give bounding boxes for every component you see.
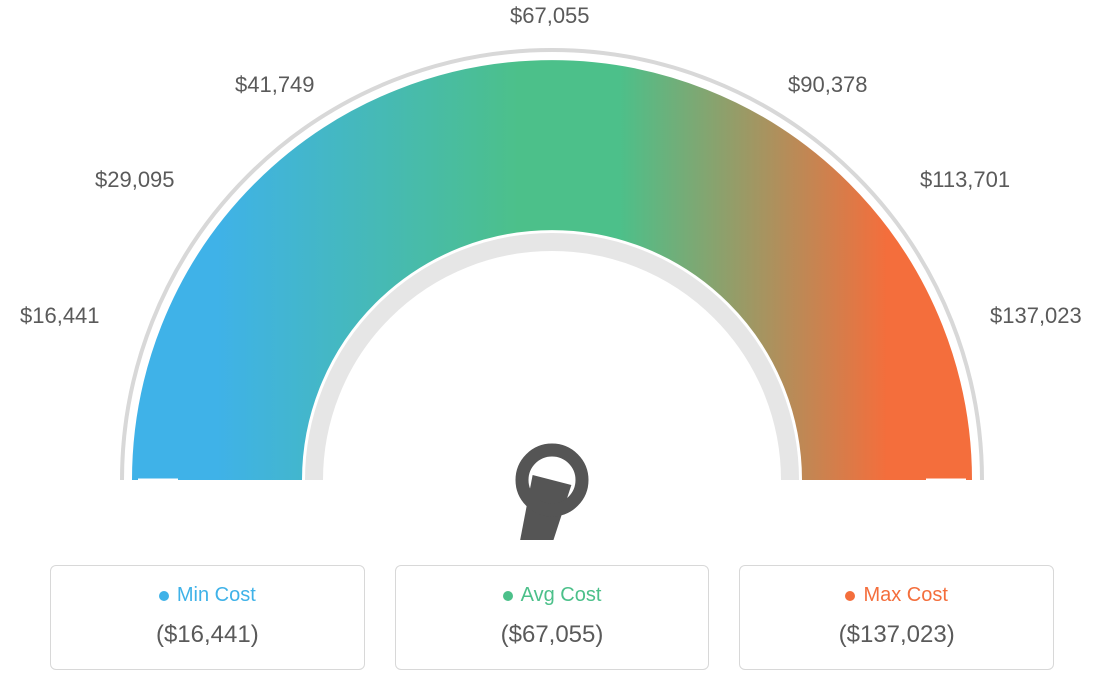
gauge-tick-label: $90,378	[788, 72, 868, 98]
card-title-row: Max Cost	[750, 584, 1043, 607]
gauge-area: $16,441 $29,095 $41,749 $67,055 $90,378 $113,…	[0, 0, 1104, 540]
gauge-tick-label: $16,441	[20, 303, 100, 329]
gauge-chart-wrapper: $16,441 $29,095 $41,749 $67,055 $90,378 $113,…	[0, 0, 1104, 690]
card-title-row: Avg Cost	[406, 584, 699, 607]
gauge-tick-label: $67,055	[510, 3, 590, 29]
min-dot-icon	[159, 591, 169, 601]
gauge-tick-label: $113,701	[920, 167, 1010, 193]
max-cost-title: Max Cost	[863, 584, 947, 607]
min-cost-card: Min Cost ($16,441)	[50, 565, 365, 670]
max-dot-icon	[845, 591, 855, 601]
gauge-svg	[0, 0, 1104, 540]
max-cost-card: Max Cost ($137,023)	[739, 565, 1054, 670]
min-cost-title: Min Cost	[177, 584, 256, 607]
avg-dot-icon	[503, 591, 513, 601]
avg-cost-card: Avg Cost ($67,055)	[395, 565, 710, 670]
max-cost-value: ($137,023)	[750, 621, 1043, 649]
card-title-row: Min Cost	[61, 584, 354, 607]
gauge-tick-label: $137,023	[990, 303, 1082, 329]
gauge-tick-label: $41,749	[235, 72, 315, 98]
min-cost-value: ($16,441)	[61, 621, 354, 649]
gauge-tick-label: $29,095	[95, 167, 175, 193]
summary-cards: Min Cost ($16,441) Avg Cost ($67,055) Ma…	[50, 565, 1054, 670]
avg-cost-value: ($67,055)	[406, 621, 699, 649]
avg-cost-title: Avg Cost	[521, 584, 602, 607]
